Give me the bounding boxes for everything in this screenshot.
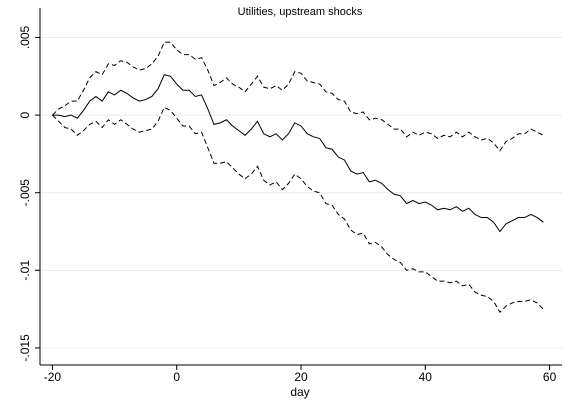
x-tick-label: -20: [44, 370, 62, 384]
y-tick-label: .005: [18, 25, 32, 49]
ci-line: [52, 106, 544, 314]
x-tick-label: 60: [543, 370, 557, 384]
x-axis-label: day: [290, 385, 309, 399]
y-tick-label: -.005: [18, 179, 32, 207]
estimate-line: [52, 74, 544, 233]
x-tick-label: 20: [294, 370, 308, 384]
x-tick-label: 0: [173, 370, 180, 384]
chart-title: Utilities, upstream shocks: [238, 6, 363, 18]
y-tick-label: -.01: [18, 260, 32, 281]
y-tick-label: 0: [18, 111, 32, 118]
x-tick-label: 40: [419, 370, 433, 384]
ci-line: [52, 41, 544, 152]
y-tick-label: -.015: [18, 334, 32, 362]
